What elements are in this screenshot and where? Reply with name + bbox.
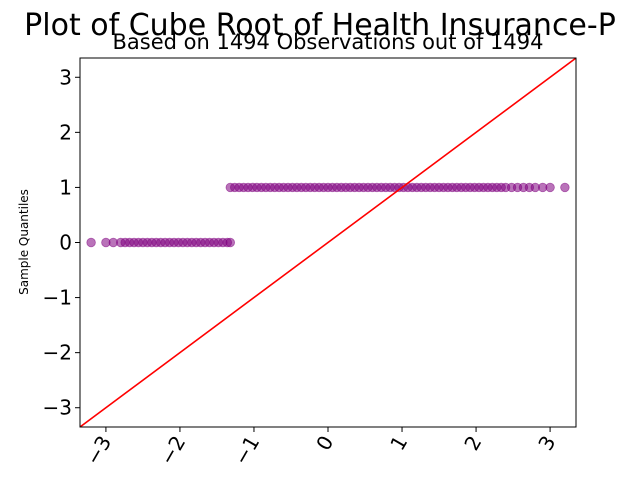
data-point <box>560 182 570 193</box>
x-tick-label: −1 <box>229 432 265 470</box>
x-tick-label: −2 <box>155 432 191 470</box>
y-tick-label: −1 <box>43 286 72 310</box>
reference-line-layer <box>80 58 576 427</box>
x-tick-label: 2 <box>459 432 486 455</box>
y-tick-label: 3 <box>59 65 72 89</box>
x-tick-label: 3 <box>533 432 560 455</box>
y-tick-label: −3 <box>43 396 72 420</box>
y-tick-label: 0 <box>59 231 72 255</box>
x-axis: −3 −2 −1 0 1 2 3 <box>81 427 560 470</box>
y-tick-label: −2 <box>43 341 72 365</box>
plot-area <box>79 57 577 428</box>
y-axis-label: Sample Quantiles <box>17 189 31 295</box>
chart-title: Plot of Cube Root of Health Insurance-P <box>24 8 616 43</box>
x-tick-label: 1 <box>385 432 412 455</box>
x-tick-label: −3 <box>81 432 117 470</box>
data-point <box>225 237 235 248</box>
chart-subtitle: Based on 1494 Observations out of 1494 <box>112 30 543 54</box>
x-tick-label: 0 <box>311 432 338 455</box>
y-axis: −3 −2 −1 0 1 2 3 <box>43 65 80 420</box>
points-layer <box>86 182 570 248</box>
y-tick-label: 2 <box>59 120 72 144</box>
reference-line <box>80 58 576 427</box>
data-point <box>545 182 555 193</box>
y-tick-label: 1 <box>59 175 72 199</box>
data-point <box>86 237 96 248</box>
